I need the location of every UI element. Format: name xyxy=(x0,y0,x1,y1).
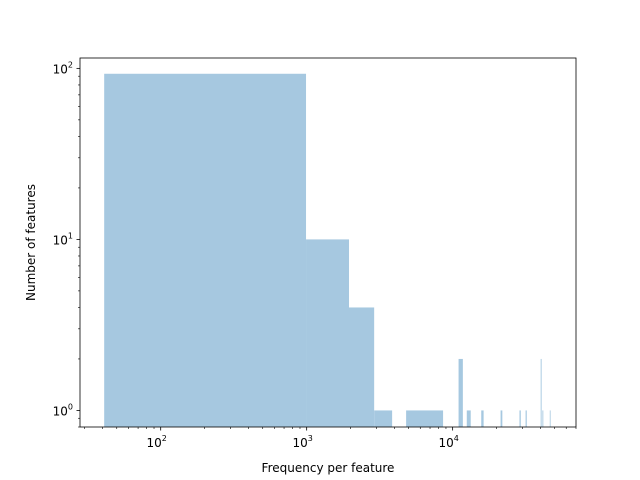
y-axis-label: Number of features xyxy=(24,184,38,301)
histogram-bar-9 xyxy=(519,410,521,427)
plot-frame xyxy=(79,57,577,428)
histogram-bars xyxy=(104,73,551,427)
y-tick-label-1: 101 xyxy=(53,231,73,247)
y-tick-label-0: 100 xyxy=(53,402,73,418)
histogram-bar-12 xyxy=(542,410,544,427)
histogram-bar-8 xyxy=(500,410,503,427)
x-axis-ticks: 102 103 104 xyxy=(84,427,577,450)
x-tick-label-0: 102 xyxy=(147,434,167,450)
y-axis-ticks: 100 101 102 xyxy=(53,60,80,428)
x-axis-label: Frequency per feature xyxy=(262,461,395,475)
histogram-bar-10 xyxy=(525,410,527,427)
y-tick-label-2: 102 xyxy=(53,60,73,76)
histogram-bar-2 xyxy=(349,307,375,427)
histogram-bar-7 xyxy=(481,410,484,427)
histogram-bar-3 xyxy=(374,410,393,427)
histogram-bar-13 xyxy=(549,410,551,427)
x-tick-label-2: 104 xyxy=(438,434,458,450)
x-tick-label-1: 103 xyxy=(292,434,312,450)
histogram-bar-4 xyxy=(406,410,444,427)
histogram-bar-5 xyxy=(458,358,463,427)
histogram-bar-1 xyxy=(306,239,350,427)
histogram-bar-6 xyxy=(466,410,471,427)
histogram-bar-11 xyxy=(540,358,542,427)
histogram-bar-0 xyxy=(104,73,307,427)
